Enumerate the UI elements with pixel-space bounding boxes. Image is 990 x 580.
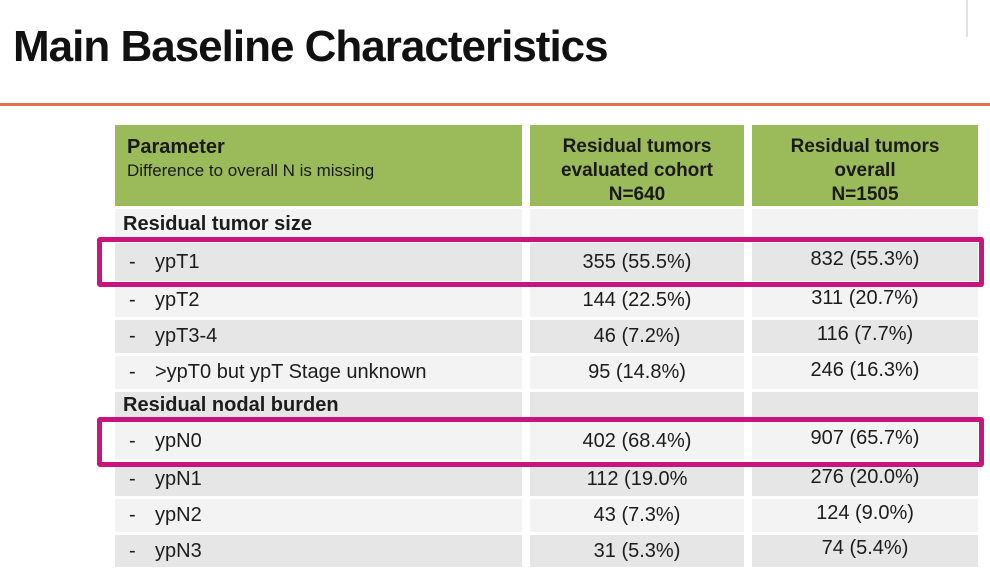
cell-value: 276 (20.0%) <box>752 463 978 496</box>
cell-value: 43 (7.3%) <box>530 499 744 532</box>
header-parameter-subtitle: Difference to overall N is missing <box>127 161 375 180</box>
dash-bullet: - <box>129 250 136 273</box>
cell-value: 116 (7.7%) <box>752 320 978 353</box>
cell-value: 402 (68.4%) <box>530 422 744 460</box>
cell-value: 112 (19.0% <box>530 463 744 496</box>
cell-value: 311 (20.7%) <box>752 284 978 317</box>
cell-value: 46 (7.2%) <box>530 320 744 353</box>
dash-bullet: - <box>129 325 136 347</box>
row-label: - ypT1 <box>115 243 522 281</box>
cell-value <box>530 392 744 419</box>
section-row-label: Residual nodal burden <box>115 392 522 419</box>
cell-value: 144 (22.5%) <box>530 284 744 317</box>
dash-bullet: - <box>129 539 136 562</box>
title-divider-line <box>0 103 990 106</box>
row-label: - ypN1 <box>115 463 522 496</box>
cell-value: 124 (9.0%) <box>752 499 978 532</box>
cell-value: 832 (55.3%) <box>752 243 978 281</box>
table-header-evaluated-cohort: Residual tumors evaluated cohort N=640 <box>530 125 744 206</box>
row-label: - >ypT0 but ypT Stage unknown <box>115 356 522 389</box>
section-row-label: Residual tumor size <box>115 209 522 240</box>
slide-title: Main Baseline Characteristics <box>13 22 609 71</box>
row-label: - ypT2 <box>115 284 522 317</box>
cell-value <box>752 392 978 419</box>
dash-bullet: - <box>129 504 136 526</box>
cell-value: 907 (65.7%) <box>752 422 978 460</box>
row-label: - ypT3-4 <box>115 320 522 353</box>
cell-value: 355 (55.5%) <box>530 243 744 281</box>
dash-bullet: - <box>129 468 136 490</box>
dash-bullet: - <box>129 361 136 383</box>
cell-value <box>752 209 978 240</box>
cell-value: 31 (5.3%) <box>530 535 744 567</box>
dash-bullet: - <box>129 289 136 311</box>
slide-edge-line <box>966 0 968 37</box>
table-header-parameter: Parameter Difference to overall N is mis… <box>115 125 522 206</box>
cell-value: 74 (5.4%) <box>752 535 978 567</box>
baseline-characteristics-table: Parameter Difference to overall N is mis… <box>115 125 978 567</box>
cell-value <box>530 209 744 240</box>
dash-bullet: - <box>129 429 136 452</box>
row-label: - ypN3 <box>115 535 522 567</box>
table-header-overall: Residual tumors overall N=1505 <box>752 125 978 206</box>
row-label: - ypN2 <box>115 499 522 532</box>
cell-value: 246 (16.3%) <box>752 356 978 389</box>
cell-value: 95 (14.8%) <box>530 356 744 389</box>
header-parameter-title: Parameter <box>127 136 225 158</box>
row-label: - ypN0 <box>115 422 522 460</box>
